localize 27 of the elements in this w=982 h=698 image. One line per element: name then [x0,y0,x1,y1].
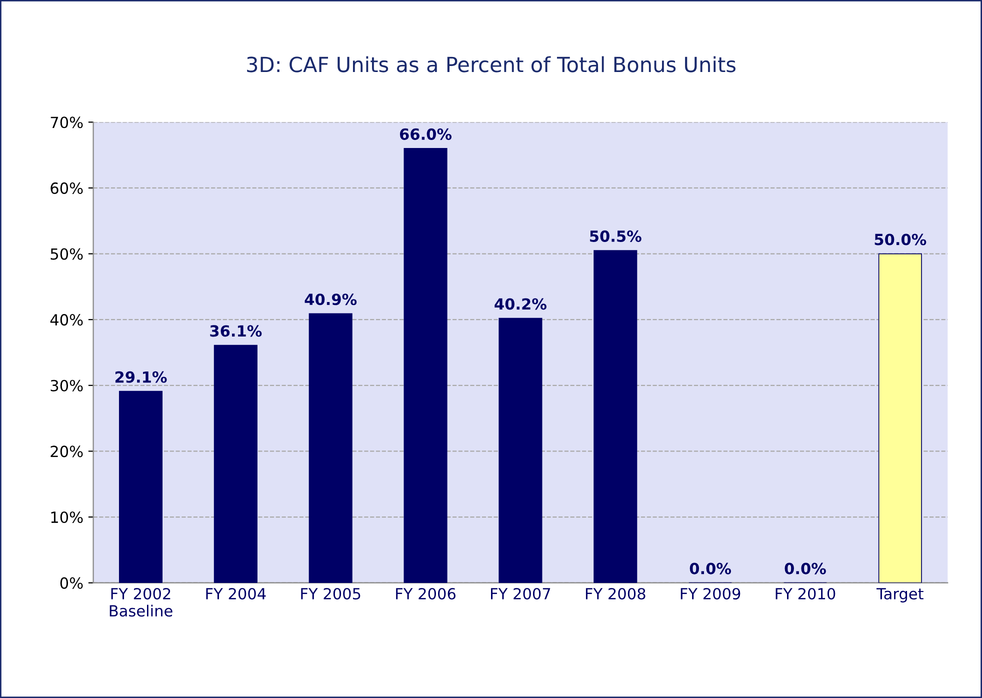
data-label: 40.2% [494,298,546,310]
y-tick-label: 60% [50,182,83,194]
x-tick-label: FY 2008 [586,588,646,600]
x-tick-label: FY 2009 [680,588,740,600]
y-tick-label: 50% [50,248,83,260]
data-label: 0.0% [690,562,732,574]
x-tick-label: FY 2004 [206,588,266,600]
chart-title: 3D: CAF Units as a Percent of Total Bonus Units [247,56,736,72]
data-label: 66.0% [400,128,452,140]
data-label: 50.0% [874,234,926,246]
y-tick-label: 20% [50,446,83,458]
data-label: 0.0% [784,562,826,574]
x-tick-label: FY 2010 [776,588,836,600]
data-label: 29.1% [115,371,167,383]
y-tick-label: 0% [60,577,83,589]
x-tick-label: FY 2007 [491,588,550,600]
y-tick-label: 30% [50,380,83,392]
x-tick-label: FY 2005 [301,588,360,600]
data-label: 50.5% [590,230,642,242]
x-tick-label: FY 2002 Baseline [110,588,172,617]
x-tick-label: Target [876,588,924,602]
y-tick-label: 70% [50,116,83,128]
data-label: 40.9% [304,294,357,306]
y-tick-label: 40% [50,314,83,326]
data-label: 36.1% [210,325,262,337]
y-tick-label: 10% [51,511,83,524]
x-tick-label: FY 2006 [396,588,456,600]
